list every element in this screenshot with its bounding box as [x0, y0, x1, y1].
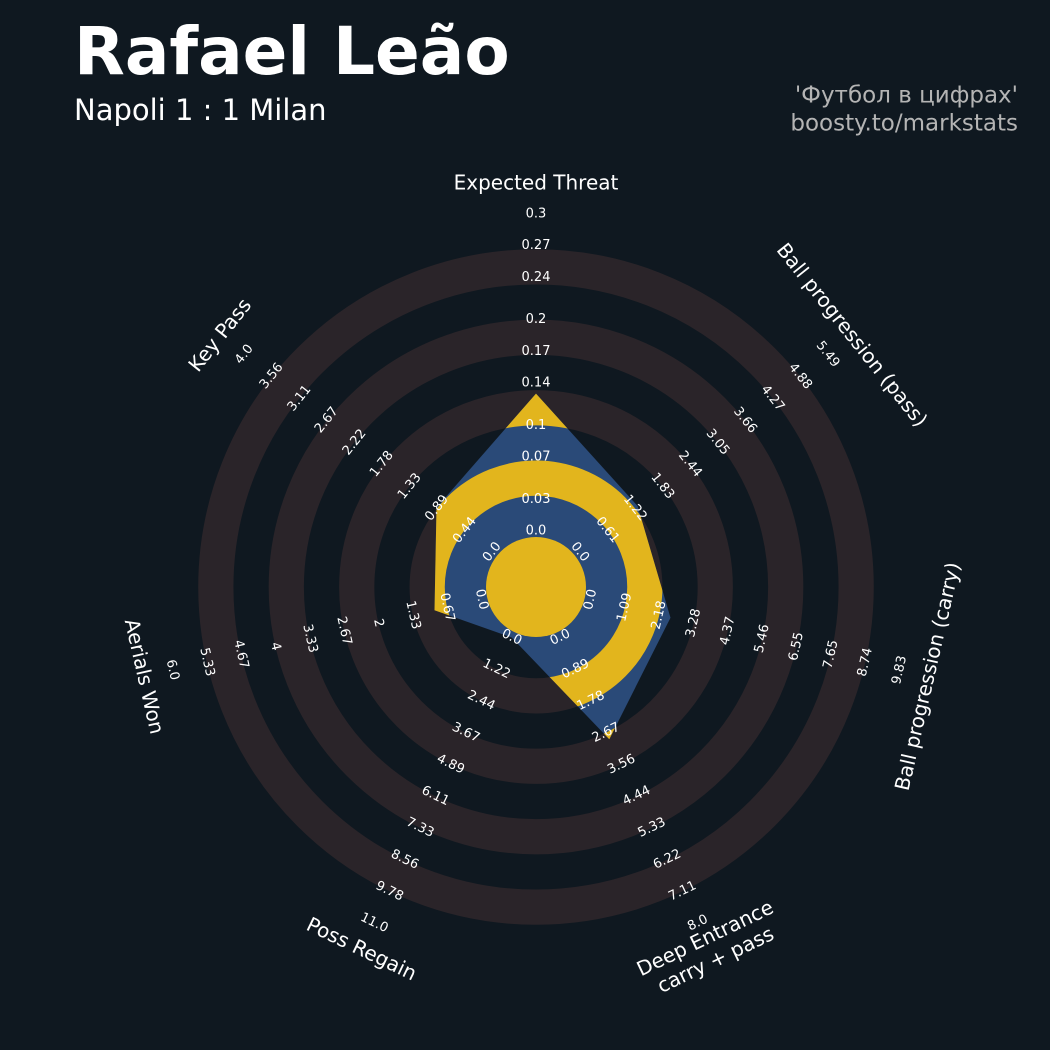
chart-title: Rafael Leão [74, 13, 510, 90]
tick-label: 5.46 [752, 623, 773, 655]
tick-label: 0.07 [522, 450, 551, 465]
tick-label: 6.0 [163, 658, 182, 682]
tick-label: 7.65 [821, 639, 842, 671]
tick-label: 6.55 [786, 631, 807, 663]
tick-label: 0.3 [526, 207, 547, 222]
tick-label: 0.0 [526, 524, 547, 539]
tick-label: 2.18 [649, 599, 670, 631]
tick-label: 9.83 [889, 654, 910, 686]
chart-subtitle: Napoli 1 : 1 Milan [74, 93, 327, 127]
tick-label: 1.09 [614, 592, 635, 624]
ring [198, 249, 874, 925]
tick-label: 3.33 [299, 623, 320, 655]
tick-label: 0.0 [581, 588, 600, 612]
credit: boosty.to/markstats [790, 111, 1018, 137]
tick-label: 0.14 [522, 376, 551, 391]
tick-label: 1.33 [402, 599, 423, 631]
tick-label: 8.74 [855, 646, 876, 678]
ring [434, 393, 671, 740]
ring [268, 319, 804, 855]
tick-label: 4 [267, 641, 283, 652]
center-circle [486, 537, 586, 637]
tick-label: 4.37 [717, 615, 738, 647]
axis-label: Expected Threat [454, 171, 619, 195]
tick-label: 3.28 [683, 607, 704, 639]
tick-label: 5.33 [196, 646, 217, 678]
tick-label: 2 [370, 617, 386, 628]
tick-label: 0.0 [472, 588, 491, 612]
tick-label: 4.67 [230, 639, 251, 671]
tick-label: 0.2 [526, 312, 547, 327]
axis-label-line: Expected Threat [454, 171, 619, 195]
tick-label: 2.67 [333, 615, 354, 647]
credit: 'Футбол в цифрах' [795, 83, 1018, 109]
tick-label: 0.17 [522, 344, 551, 359]
tick-label: 0.1 [526, 418, 547, 433]
tick-label: 0.24 [522, 270, 551, 285]
tick-label: 0.27 [522, 238, 551, 253]
tick-label: 0.03 [522, 492, 551, 507]
tick-label: 0.67 [436, 592, 457, 624]
